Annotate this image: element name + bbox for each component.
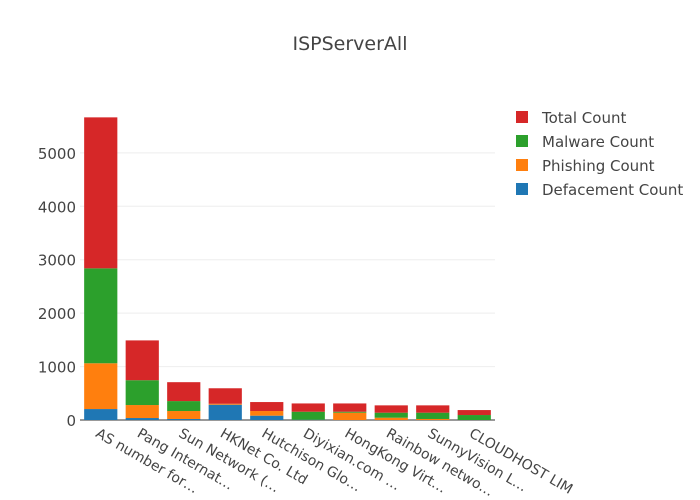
bar-total-count bbox=[333, 403, 367, 412]
bar-total-count bbox=[167, 382, 201, 402]
bar-malware-count bbox=[291, 411, 325, 420]
bar-malware-count bbox=[333, 411, 367, 413]
bar-phishing-count bbox=[333, 412, 367, 420]
bar-phishing-count bbox=[84, 363, 118, 410]
bar-total-count bbox=[208, 388, 242, 404]
legend-swatch bbox=[516, 135, 528, 147]
chart-title: ISPServerAll bbox=[293, 33, 408, 55]
bar-phishing-count bbox=[208, 403, 242, 405]
bar-total-count bbox=[250, 402, 284, 412]
bar-malware-count bbox=[125, 380, 159, 406]
y-tick-label: 3000 bbox=[38, 252, 76, 270]
bar-total-count bbox=[84, 117, 118, 269]
bar-total-count bbox=[291, 403, 325, 412]
bar-defacement-count bbox=[84, 409, 118, 420]
bar-malware-count bbox=[416, 412, 450, 419]
bar-total-count bbox=[125, 340, 159, 381]
y-tick-label: 1000 bbox=[38, 359, 76, 377]
bar-phishing-count bbox=[167, 411, 201, 419]
y-tick-label: 2000 bbox=[38, 305, 76, 323]
legend-swatch bbox=[516, 111, 528, 123]
y-tick-label: 5000 bbox=[38, 145, 76, 163]
bar-malware-count bbox=[84, 268, 118, 364]
bar-total-count bbox=[374, 405, 408, 413]
bar-defacement-count bbox=[250, 415, 284, 420]
legend-label: Phishing Count bbox=[542, 157, 655, 175]
legend-swatch bbox=[516, 183, 528, 195]
bar-malware-count bbox=[167, 401, 201, 412]
bar-phishing-count bbox=[374, 417, 408, 420]
bar-malware-count bbox=[374, 412, 408, 418]
legend-label: Total Count bbox=[541, 109, 626, 127]
y-tick-label: 4000 bbox=[38, 198, 76, 216]
bar-defacement-count bbox=[167, 418, 201, 420]
bar-defacement-count bbox=[208, 404, 242, 420]
y-tick-label: 0 bbox=[66, 412, 76, 430]
bar-total-count bbox=[416, 405, 450, 413]
legend-label: Malware Count bbox=[542, 133, 654, 151]
legend-label: Defacement Count bbox=[542, 181, 683, 199]
bar-total-count bbox=[457, 410, 491, 416]
bar-malware-count bbox=[457, 415, 491, 420]
bar-phishing-count bbox=[125, 405, 159, 419]
legend-swatch bbox=[516, 159, 528, 171]
bar-phishing-count bbox=[250, 411, 284, 416]
bar-phishing-count bbox=[416, 418, 450, 420]
bar-defacement-count bbox=[125, 418, 159, 420]
